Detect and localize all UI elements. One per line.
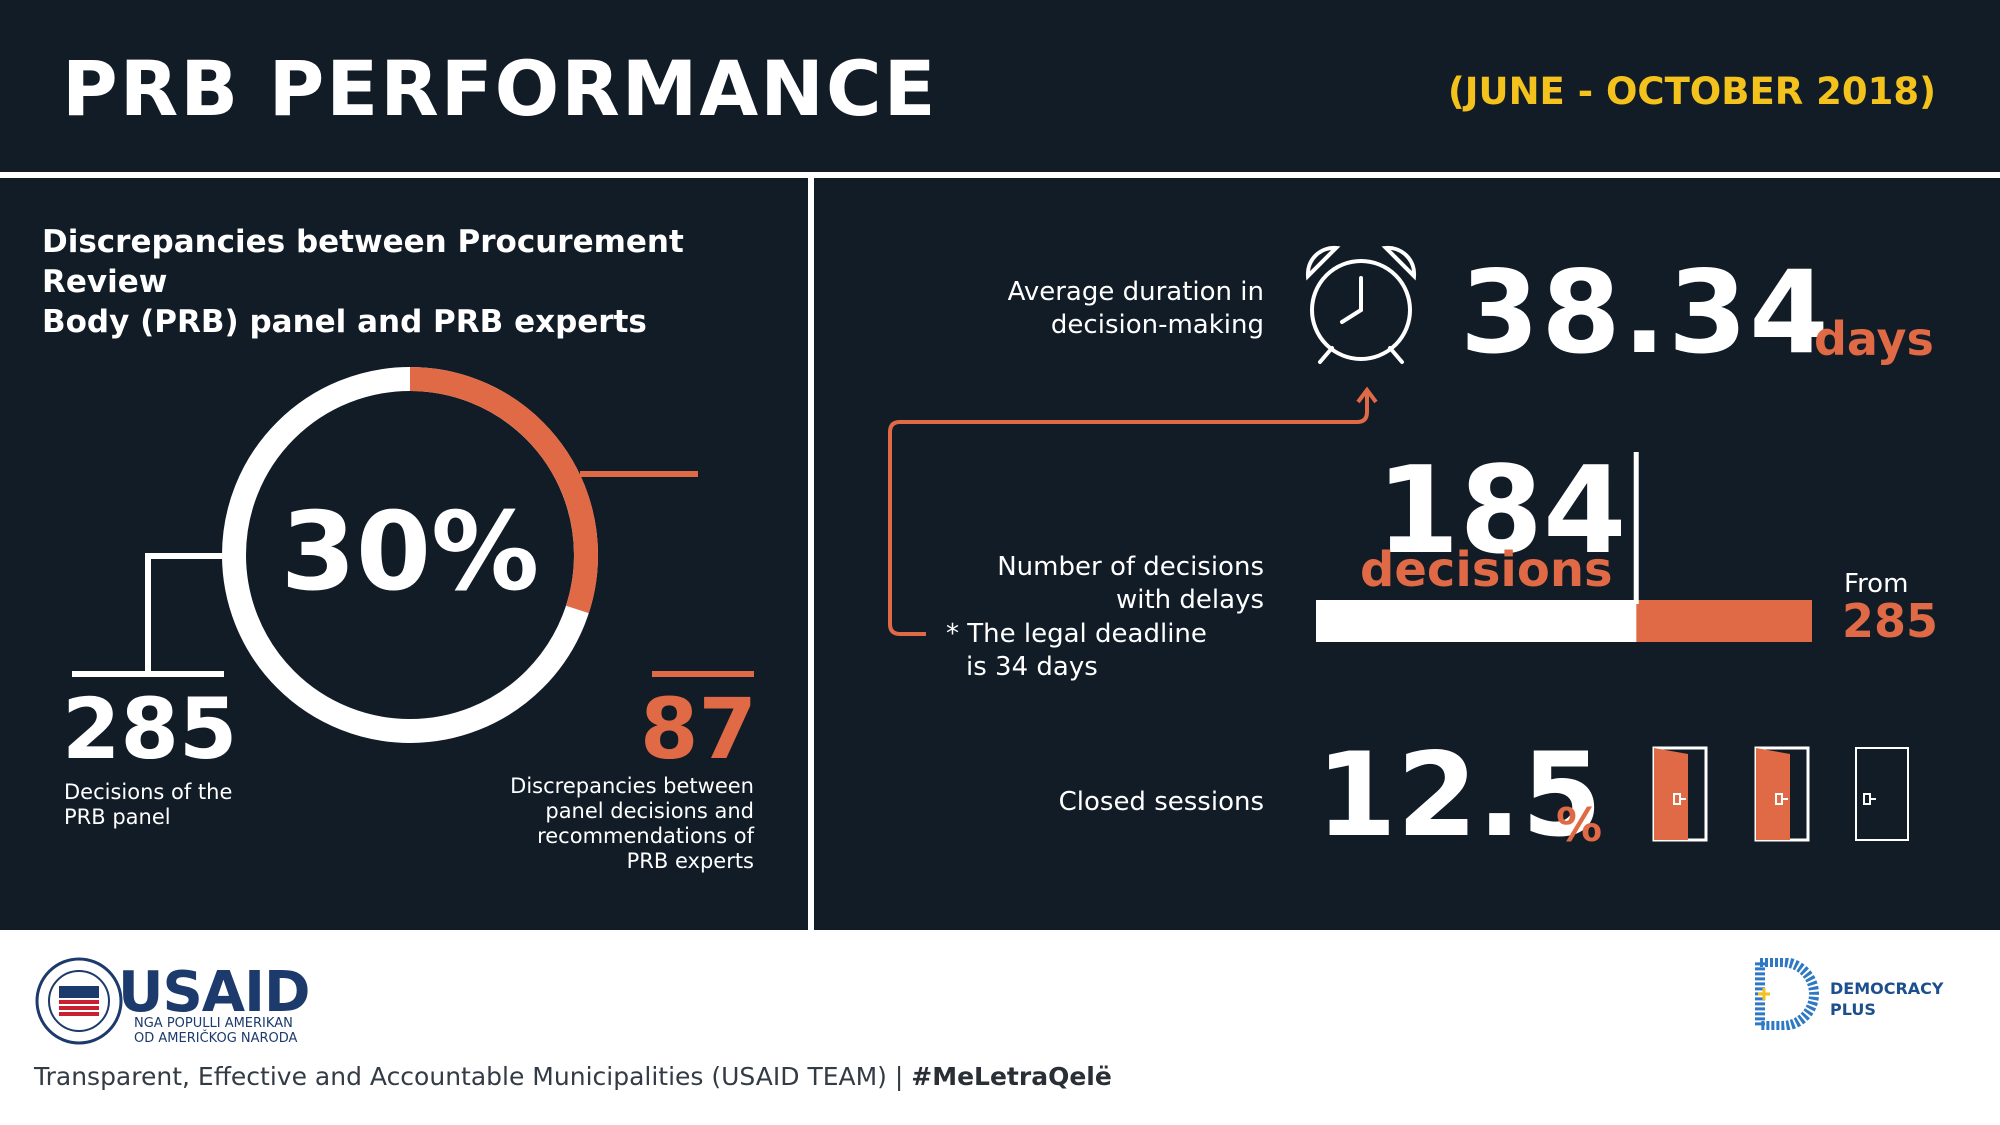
door-icon (1855, 747, 1909, 841)
left-connector (145, 553, 240, 672)
duration-label: Average duration in decision-making (1007, 277, 1264, 340)
connector-arrowhead (1356, 386, 1378, 404)
duration-value: 38.34 (1460, 246, 1831, 379)
closed-sessions-label: Closed sessions (1058, 787, 1264, 817)
from-label: From (1844, 569, 1909, 599)
usaid-logo: USAID (118, 960, 310, 1025)
panel-decisions-count: 285 (62, 680, 238, 778)
panel-decisions-caption: Decisions of the PRB panel (64, 780, 233, 829)
closed-sessions-value: 12.5 (1316, 728, 1603, 863)
delays-unit: decisions (1360, 542, 1613, 598)
deadline-connector (888, 392, 1369, 636)
democracy-plus-wordmark: DEMOCRACY PLUS (1830, 979, 1944, 1019)
discrepancies-heading: Discrepancies between Procurement Review… (42, 224, 684, 340)
header-divider (0, 172, 2000, 178)
delays-count: 184 (1376, 442, 1627, 581)
door-icon (1754, 746, 1810, 842)
delay-bar-fill (1316, 600, 1637, 642)
democracy-plus-logo-icon (1755, 958, 1819, 1030)
closed-sessions-unit: % (1556, 798, 1603, 852)
door-icon (1652, 746, 1708, 842)
period-label: (JUNE - OCTOBER 2018) (1447, 70, 1936, 113)
right-graphics (888, 245, 1909, 842)
usaid-tagline: NGA POPULLI AMERIKAN OD AMERIČKOG NARODA (134, 1016, 298, 1046)
alarm-clock-icon (1305, 245, 1417, 364)
usaid-seal-icon (35, 957, 123, 1045)
donut-progress-arc (409, 367, 599, 614)
delay-bar-remaining (1636, 600, 1812, 642)
page-title: PRB PERFORMANCE (62, 44, 938, 133)
duration-unit: days (1814, 312, 1934, 366)
delays-label: Number of decisions with delays (997, 552, 1264, 615)
footer-hashtag: #MeLetraQelë (911, 1062, 1112, 1091)
discrepancy-percent: 30% (280, 490, 540, 615)
legal-deadline-note: * The legal deadline is 34 days (946, 619, 1207, 682)
column-divider (808, 178, 814, 930)
footer-credit: Transparent, Effective and Accountable M… (34, 1062, 1112, 1091)
left-graphics (72, 367, 754, 743)
from-value: 285 (1842, 594, 1939, 648)
discrepancy-caption: Discrepancies between panel decisions an… (510, 774, 754, 873)
discrepancy-count: 87 (640, 680, 757, 778)
